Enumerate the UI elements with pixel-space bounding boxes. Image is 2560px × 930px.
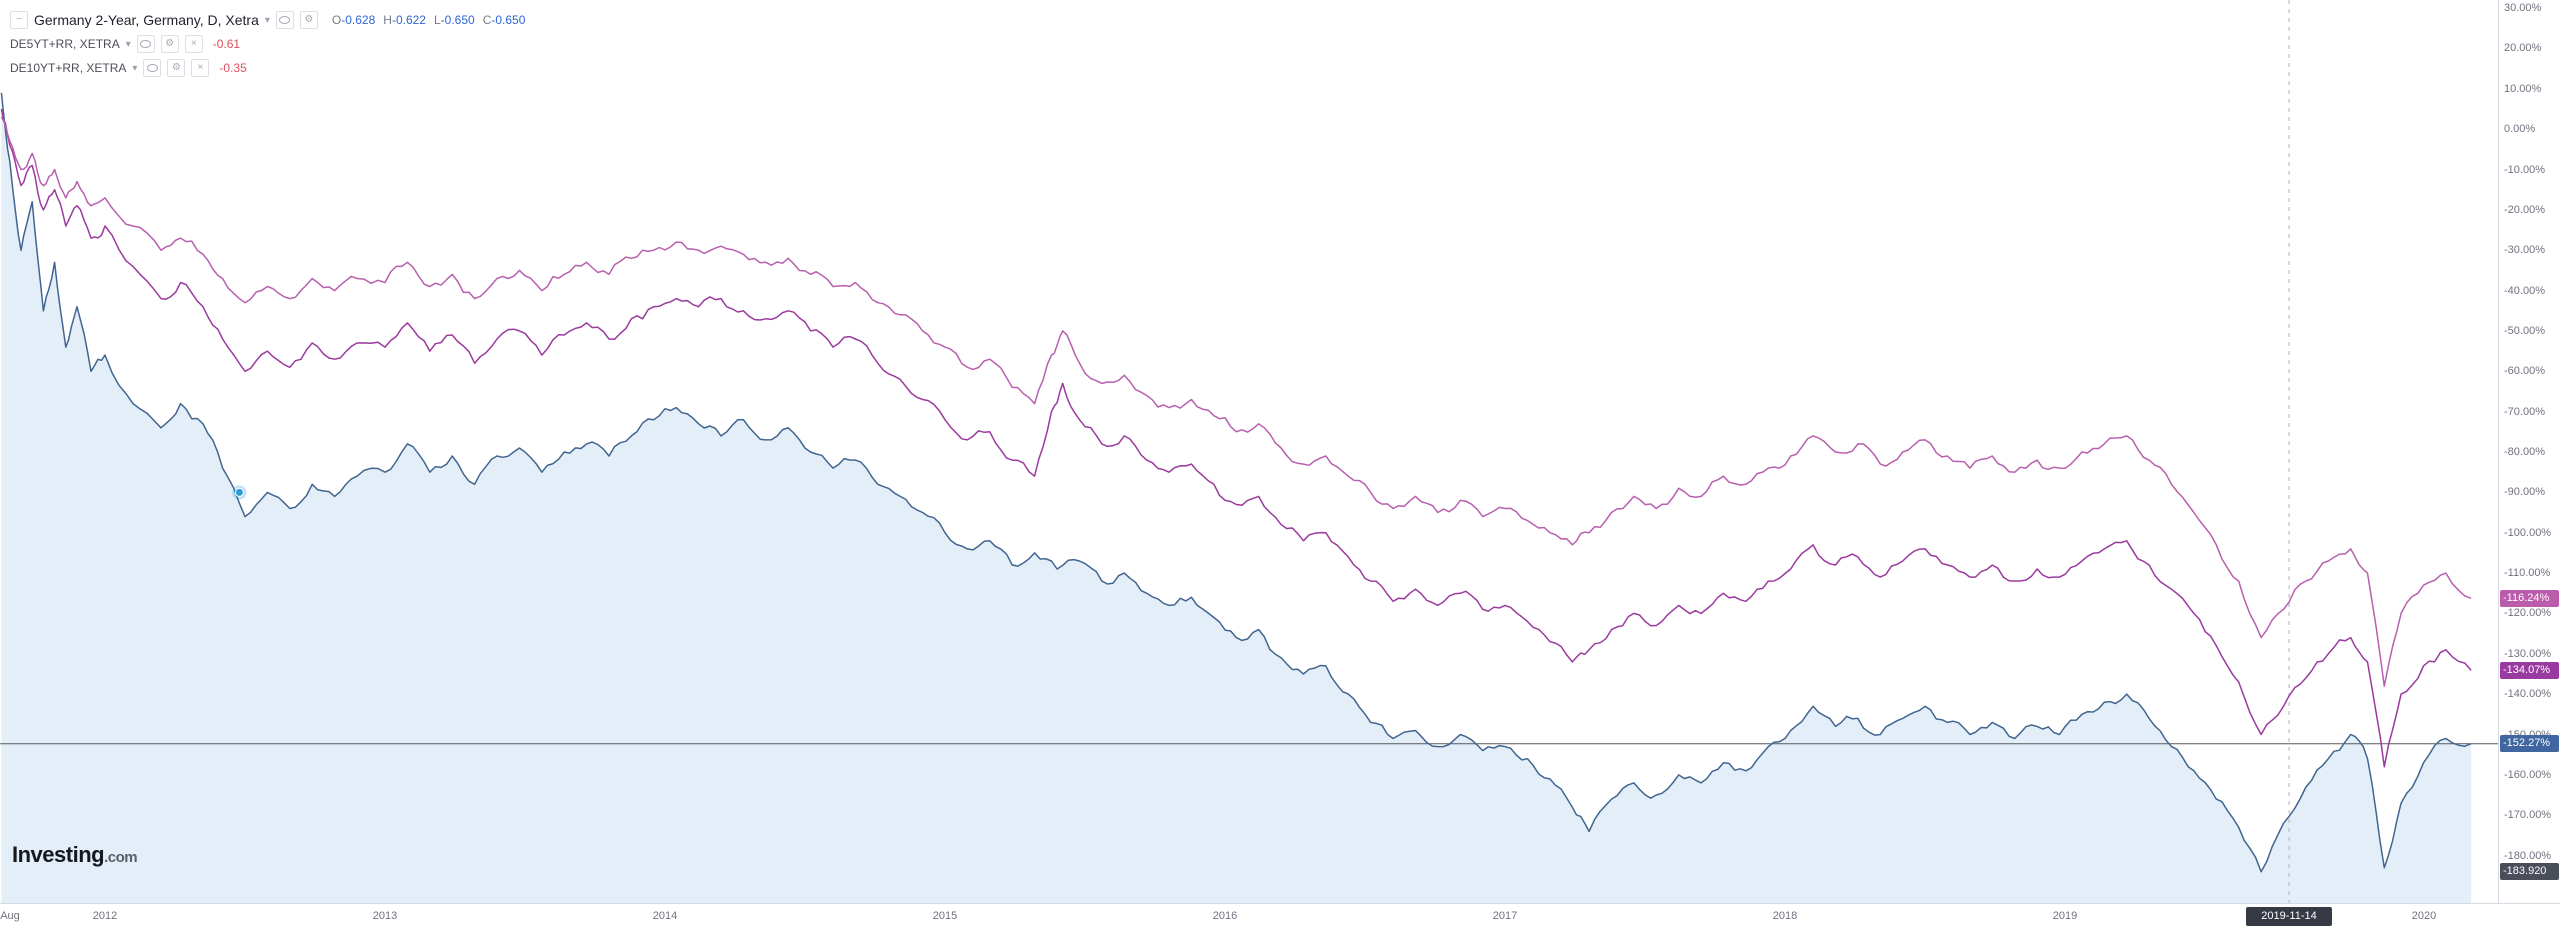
eye-icon[interactable] [136,35,155,53]
ohlc-letter: O [331,13,342,27]
price-tick-label: 10.00% [2504,82,2542,95]
price-tick-label: -160.00% [2504,768,2552,781]
price-label-badge: -116.24% [2500,589,2559,607]
ohlc-value: -0.628 [341,13,376,27]
time-tick-label: 2016 [1212,910,1238,922]
overlay-symbol-name[interactable]: DE10YT+RR, XETRA [10,61,127,75]
eye-glyph [146,64,158,72]
time-tick-label: 2012 [92,910,118,922]
price-axis[interactable]: 30.00% 20.00% 10.00% 0.00% -10.00% -20.00% -30… [2498,0,2560,904]
time-tick-label: 2017 [1492,910,1518,922]
collapse-legend-icon[interactable]: − [10,11,28,29]
overlay-rows: DE5YT+RR, XETRA ▾ ⚙ × -0.61 DE10YT+RR, XETRA ▾… [10,32,533,80]
eye-icon[interactable] [275,11,294,29]
price-tick-label: 0.00% [2504,123,2536,136]
time-tick-label: 2019 [2052,910,2078,922]
time-axis[interactable]: Aug 2012 2013 2014 2015 2016 2017 2018 2019 2020 2… [0,903,2560,930]
series-line-1 [0,108,2472,768]
ohlc-values: O-0.628 H-0.622 L-0.650 C-0.650 [332,13,534,27]
price-tick-label: -40.00% [2504,284,2545,297]
overlay-last-value: -0.61 [212,37,241,51]
ohlc-value: -0.650 [491,13,526,27]
overlay-last-value: -0.35 [219,61,247,75]
price-tick-label: -180.00% [2504,849,2552,862]
investing-logo[interactable]: Investing.com [12,842,138,868]
ohlc-value: -0.622 [391,13,426,27]
time-tick-label: 2015 [932,910,958,922]
overlay-series-row-2: DE10YT+RR, XETRA ▾ ⚙ × -0.35 [10,56,533,80]
overlay-series-row-1: DE5YT+RR, XETRA ▾ ⚙ × -0.61 [10,32,533,56]
ohlc-letter: L [433,13,441,27]
time-tick-label: Aug [0,910,20,922]
main-series-row: − Germany 2-Year, Germany, D, Xetra ▾ ⚙ … [10,8,533,32]
price-label-badge: -183.920 [2500,862,2559,880]
price-label-badge: -152.27% [2500,735,2559,753]
ohlc-letter: C [482,13,492,27]
eye-glyph [140,40,152,48]
price-tick-label: -120.00% [2504,607,2552,620]
price-tick-label: -10.00% [2504,163,2545,176]
price-tick-label: -140.00% [2504,688,2552,701]
chevron-down-icon[interactable]: ▾ [264,14,270,26]
time-tick-label: 2014 [652,910,678,922]
time-tick-label: 2018 [1772,910,1798,922]
price-tick-label: -90.00% [2504,486,2545,499]
price-chart-canvas[interactable] [0,0,2498,904]
price-tick-label: -60.00% [2504,365,2545,378]
series-line-0 [0,92,2472,873]
price-tick-label: -130.00% [2504,647,2552,660]
logo-main: Investing [12,842,105,867]
symbol-title[interactable]: Germany 2-Year, Germany, D, Xetra [34,12,259,28]
close-icon[interactable]: × [191,59,210,77]
chart-plot-area[interactable]: − Germany 2-Year, Germany, D, Xetra ▾ ⚙ … [0,0,2498,904]
overlay-symbol-name[interactable]: DE5YT+RR, XETRA [10,37,120,51]
price-tick-label: -80.00% [2504,446,2545,458]
eye-glyph [279,16,291,24]
chart-legend: − Germany 2-Year, Germany, D, Xetra ▾ ⚙ … [10,8,533,80]
price-tick-label: -110.00% [2504,567,2551,580]
price-tick-label: -20.00% [2504,203,2545,216]
ohlc-letter: H [383,13,392,27]
chevron-down-icon[interactable]: ▾ [132,62,138,74]
time-tick-label: 2020 [2411,910,2437,922]
close-icon[interactable]: × [184,35,203,53]
price-tick-label: -30.00% [2504,244,2545,257]
eye-icon[interactable] [143,59,162,77]
series-area-0 [1,92,2472,904]
price-label-badge: -134.07% [2500,661,2559,679]
event-marker[interactable] [234,487,244,497]
price-tick-label: -170.00% [2504,809,2552,822]
crosshair-date-badge: 2019-11-14 [2246,907,2332,926]
settings-icon[interactable]: ⚙ [160,35,179,53]
logo-suffix: .com [104,849,138,866]
price-tick-label: -100.00% [2504,526,2552,539]
ohlc-value: -0.650 [440,13,475,27]
time-tick-label: 2013 [372,910,398,922]
price-tick-label: 20.00% [2504,42,2542,55]
settings-icon[interactable]: ⚙ [299,11,318,29]
chevron-down-icon[interactable]: ▾ [125,38,131,50]
series-line-2 [0,116,2472,687]
price-tick-label: -70.00% [2504,405,2545,418]
settings-icon[interactable]: ⚙ [167,59,186,77]
price-tick-label: 30.00% [2504,2,2542,15]
price-tick-label: -50.00% [2504,324,2545,337]
